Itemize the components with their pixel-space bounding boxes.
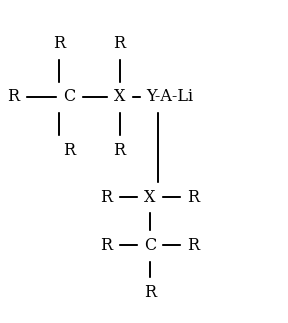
Text: X: X	[114, 89, 125, 105]
Text: R: R	[187, 237, 199, 254]
Text: R: R	[63, 142, 75, 159]
Text: R: R	[187, 189, 199, 205]
Text: Y-A-Li: Y-A-Li	[146, 89, 194, 105]
Text: C: C	[63, 89, 75, 105]
Text: R: R	[7, 89, 19, 105]
Text: R: R	[113, 35, 126, 52]
Text: R: R	[53, 35, 65, 52]
Text: R: R	[101, 237, 113, 254]
Text: C: C	[144, 237, 156, 254]
Text: X: X	[144, 189, 156, 205]
Text: R: R	[101, 189, 113, 205]
Text: R: R	[144, 284, 156, 301]
Text: R: R	[113, 142, 126, 159]
